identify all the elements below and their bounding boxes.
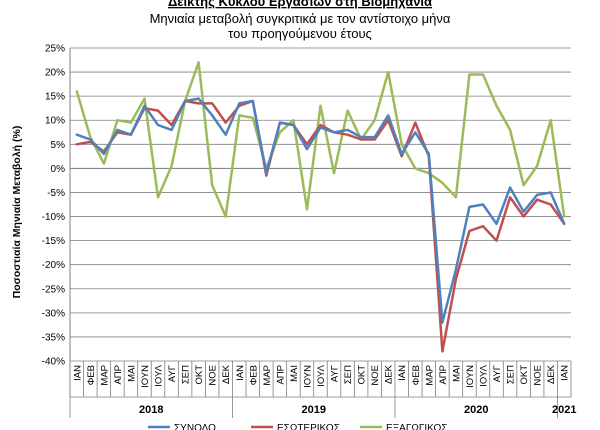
x-tick-label: ΙΟΥΝ xyxy=(302,365,313,388)
chart-title: Δείκτης Κύκλου Εργασιών στη Βιομηχανία xyxy=(168,0,432,9)
x-tick-label: ΜΑΡ xyxy=(99,365,110,386)
legend-entry: ΕΣΩΤΕΡΙΚΟΣ xyxy=(277,423,340,430)
x-tick-label: ΜΑΙ xyxy=(289,365,300,382)
y-tick-label: 5% xyxy=(51,140,66,151)
y-tick-label: 10% xyxy=(45,116,65,127)
x-axis-ticks: ΙΑΝ ΦΕΒ ΜΑΡ ΑΠΡ ΜΑΙ ΙΟΥΝ ΙΟΥΛ ΑΥΓ ΣΕΠ ΟΚΤ ΝΟΕ ΔΕΚ ΙΑ… xyxy=(72,364,570,388)
y-axis-ticks: 25% 20% 15% 10% 5% 0% -5% -10% -15% -20% -25% -30% -… xyxy=(42,44,65,368)
x-tick-label: ΜΑΙ xyxy=(451,365,462,382)
x-tick-label: ΑΠΡ xyxy=(113,365,124,385)
series-line xyxy=(75,61,566,218)
axes xyxy=(69,48,572,418)
y-tick-label: 15% xyxy=(45,92,65,103)
x-tick-label: ΙΟΥΛ xyxy=(154,364,165,386)
x-tick-label: ΦΕΒ xyxy=(411,365,422,385)
x-tick-label: ΔΕΚ xyxy=(221,364,232,384)
x-tick-label: ΜΑΡ xyxy=(424,365,435,386)
x-tick-label: ΝΟΕ xyxy=(533,365,544,386)
series-lines xyxy=(75,61,566,353)
x-tick-label: ΙΟΥΝ xyxy=(140,365,151,388)
series-line xyxy=(75,97,566,324)
x-tick-label: ΑΥΓ xyxy=(492,365,503,382)
x-tick-label: ΙΟΥΝ xyxy=(465,365,476,388)
x-tick-label: ΙΑΝ xyxy=(72,365,83,381)
legend: ΣΥΝΟΛΟ ΕΣΩΤΕΡΙΚΟΣ ΕΞΑΓΩΓΙΚΟΣ xyxy=(148,423,447,430)
x-tick-label: ΟΚΤ xyxy=(194,365,205,385)
year-label: 2020 xyxy=(464,404,488,416)
y-tick-label: -5% xyxy=(47,188,65,199)
x-tick-label: ΔΕΚ xyxy=(384,364,395,384)
legend-entry: ΕΞΑΓΩΓΙΚΟΣ xyxy=(386,423,447,430)
legend-entry: ΣΥΝΟΛΟ xyxy=(174,423,216,430)
y-tick-label: -20% xyxy=(42,260,65,271)
x-tick-label: ΜΑΡ xyxy=(262,365,273,386)
x-tick-label: ΑΠΡ xyxy=(275,365,286,385)
x-tick-label: ΙΟΥΛ xyxy=(316,364,327,386)
x-tick-label: ΣΕΠ xyxy=(343,365,354,384)
y-tick-label: 20% xyxy=(45,68,65,79)
x-tick-label: ΣΕΠ xyxy=(181,365,192,384)
x-tick-label: ΝΟΕ xyxy=(370,365,381,386)
y-tick-label: 0% xyxy=(51,164,66,175)
y-tick-label: 25% xyxy=(45,44,65,55)
y-tick-label: -25% xyxy=(42,284,65,295)
x-tick-label: ΙΑΝ xyxy=(560,365,571,381)
y-tick-label: -30% xyxy=(42,308,65,319)
year-labels: 2018 2019 2020 2021 xyxy=(139,404,576,416)
x-tick-label: ΙΑΝ xyxy=(397,365,408,381)
y-tick-label: -35% xyxy=(42,332,65,343)
gridlines xyxy=(70,47,571,362)
x-tick-label: ΟΚΤ xyxy=(357,365,368,385)
x-tick-label: ΜΑΙ xyxy=(126,365,137,382)
x-tick-label: ΦΕΒ xyxy=(248,365,259,385)
y-tick-label: -10% xyxy=(42,212,65,223)
x-tick-label: ΑΥΓ xyxy=(330,365,341,382)
x-tick-label: ΣΕΠ xyxy=(506,365,517,384)
x-tick-label: ΦΕΒ xyxy=(86,365,97,385)
x-tick-label: ΙΟΥΛ xyxy=(478,364,489,386)
x-tick-label: ΔΕΚ xyxy=(546,364,557,384)
x-tick-label: ΝΟΕ xyxy=(208,365,219,386)
x-tick-label: ΑΥΓ xyxy=(167,365,178,382)
y-tick-label: -15% xyxy=(42,236,65,247)
chart-subtitle-line-1: Μηνιαία μεταβολή συγκριτικά με τον αντίσ… xyxy=(150,11,451,26)
y-axis-label: Ποσοστιαία Μηνιαία Μεταβολή (%) xyxy=(11,126,23,299)
chart-subtitle-line-2: του προηγούμενου έτους xyxy=(228,26,372,41)
x-tick-label: ΟΚΤ xyxy=(519,365,530,385)
year-label: 2021 xyxy=(552,404,576,416)
y-tick-label: -40% xyxy=(42,357,65,368)
x-tick-label: ΙΑΝ xyxy=(235,365,246,381)
year-label: 2018 xyxy=(139,404,163,416)
x-tick-label: ΑΠΡ xyxy=(438,365,449,385)
year-label: 2019 xyxy=(301,404,325,416)
series-line xyxy=(75,99,566,353)
